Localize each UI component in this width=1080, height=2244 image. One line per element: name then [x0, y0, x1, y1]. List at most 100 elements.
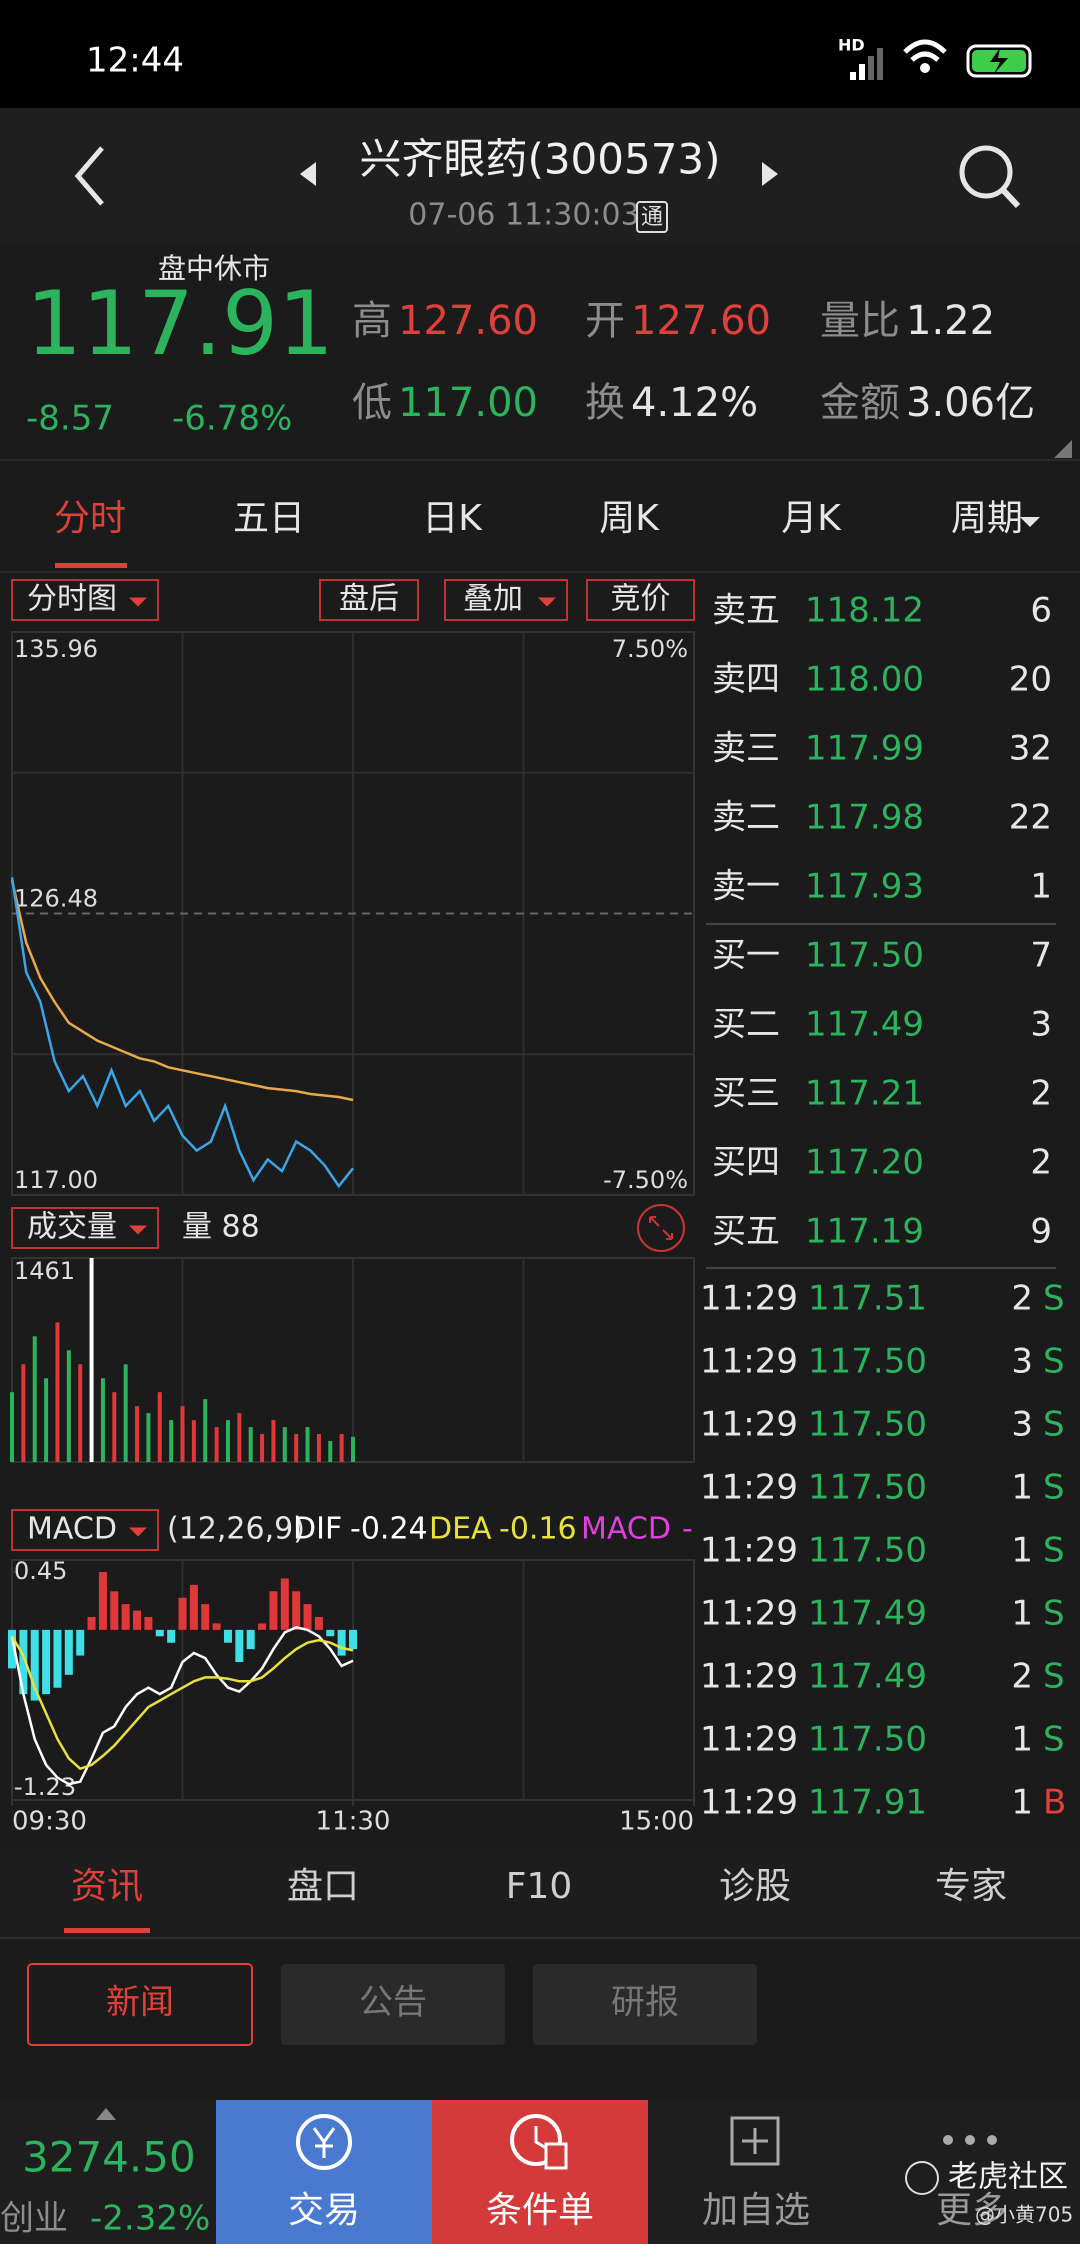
nav-item[interactable]: 加自选	[702, 2190, 810, 2231]
news-button[interactable]	[281, 1964, 505, 2045]
order-qty: 2	[1030, 1074, 1052, 1114]
volume-bar	[89, 1258, 94, 1462]
period-tab[interactable]: 五日	[233, 498, 305, 539]
back-button[interactable]	[74, 146, 104, 206]
toolbar-button[interactable]	[586, 579, 695, 621]
trade-time: 11:29	[700, 1342, 798, 1382]
market-status: 盘中休市	[158, 252, 270, 285]
stat-label: 高	[352, 298, 392, 344]
next-stock[interactable]	[762, 162, 778, 186]
macd-bar	[42, 1629, 51, 1695]
fullscreen-button[interactable]	[637, 1204, 685, 1252]
condition-icon	[510, 2114, 562, 2166]
order-price: 117.19	[805, 1212, 924, 1252]
order-qty: 7	[1030, 936, 1052, 976]
news-button[interactable]	[27, 1963, 253, 2046]
trade-qty: 1	[1011, 1720, 1033, 1760]
stat-value: 127.60	[398, 298, 538, 344]
macd-bar	[167, 1629, 176, 1643]
volume-bar	[21, 1364, 26, 1462]
stat-value: 127.60	[631, 298, 771, 344]
stat-label: 量比	[820, 298, 900, 344]
info-tab[interactable]: 诊股	[719, 1866, 791, 1907]
trade-price: 117.50	[808, 1720, 927, 1760]
watermark-logo	[905, 2161, 939, 2195]
index-arrow	[96, 2108, 116, 2120]
toolbar-button[interactable]	[319, 579, 419, 621]
trade-side: S	[1043, 1657, 1065, 1697]
toolbar-button[interactable]	[444, 579, 568, 621]
order-qty: 20	[1009, 660, 1052, 700]
toolbar-button[interactable]	[11, 1207, 159, 1249]
x-tick-label: 11:30	[316, 1807, 391, 1837]
info-tab[interactable]: 盘口	[287, 1866, 359, 1907]
macd-bar	[280, 1578, 289, 1630]
order-qty: 22	[1009, 798, 1052, 838]
stat-label: 低	[352, 380, 392, 426]
order-qty: 9	[1030, 1212, 1052, 1252]
stat-value: 4.12%	[631, 380, 758, 426]
signal-bar	[850, 72, 856, 80]
fullscreen-arrows	[649, 1216, 673, 1240]
status-time: 12:44	[86, 41, 184, 81]
price-line	[10, 877, 354, 1189]
trade-price: 117.51	[808, 1279, 927, 1319]
prev-stock[interactable]	[300, 162, 316, 186]
stat-label: 金额	[820, 380, 900, 426]
macd-line	[10, 1635, 354, 1771]
macd-bar	[201, 1604, 210, 1630]
index-value: 3274.50	[22, 2133, 196, 2182]
nav-item[interactable]: 更多	[936, 2190, 1008, 2231]
nav-item[interactable]: 条件单	[486, 2190, 594, 2231]
trade-icon	[296, 2114, 352, 2170]
volume-readout: 量 88	[182, 1210, 260, 1245]
expand-corner	[1054, 440, 1072, 458]
signal-bar	[877, 48, 883, 80]
trade-qty: 1	[1011, 1783, 1033, 1823]
search-button[interactable]	[959, 145, 1013, 199]
macd-bar	[326, 1629, 335, 1637]
stat-value: 3.06亿	[906, 380, 1035, 426]
trade-side: S	[1043, 1279, 1065, 1319]
info-tab[interactable]: 资讯	[71, 1866, 143, 1907]
y-tick-label: 135.96	[14, 635, 98, 663]
info-tab[interactable]: F10	[506, 1866, 573, 1907]
period-tab[interactable]: 月K	[781, 498, 842, 539]
period-tab[interactable]: 日K	[422, 498, 483, 539]
macd-bar	[235, 1629, 244, 1662]
period-tab[interactable]: 周期	[951, 498, 1023, 539]
macd-bar	[30, 1629, 39, 1701]
order-price: 117.50	[805, 936, 924, 976]
volume-bar	[66, 1350, 71, 1462]
period-tab[interactable]: 周K	[599, 498, 660, 539]
trade-qty: 3	[1011, 1405, 1033, 1445]
volume-bar	[316, 1434, 321, 1462]
news-button-label: 公告	[359, 1983, 427, 2023]
macd-bar	[110, 1591, 119, 1630]
period-tab[interactable]: 分时	[54, 498, 126, 539]
macd-bar	[144, 1617, 153, 1630]
status-bar	[0, 0, 1080, 108]
macd-bar	[212, 1623, 221, 1630]
active-tab-underline	[55, 563, 127, 568]
nav-trade-bg	[216, 2100, 432, 2244]
volume-bar	[123, 1364, 128, 1462]
macd-bar	[133, 1610, 142, 1630]
nav-item[interactable]: 交易	[288, 2190, 360, 2231]
order-price: 117.93	[805, 867, 924, 907]
order-side: 买一	[712, 936, 780, 976]
order-side: 卖五	[712, 591, 780, 631]
volume-bar	[44, 1378, 49, 1462]
order-qty: 3	[1030, 1005, 1052, 1045]
dropdown-arrow	[129, 1527, 147, 1537]
toolbar-button[interactable]	[11, 579, 159, 621]
header-bar	[0, 108, 1080, 245]
info-tab[interactable]: 专家	[935, 1866, 1007, 1907]
trade-time: 11:29	[700, 1468, 798, 1508]
toolbar-button[interactable]	[11, 1509, 159, 1551]
stat-label: 开	[585, 298, 625, 344]
news-button[interactable]	[533, 1964, 757, 2045]
info-tab-bar	[0, 1848, 1080, 1938]
legend-name: MACD	[581, 1512, 671, 1547]
signal-bar	[868, 56, 874, 80]
